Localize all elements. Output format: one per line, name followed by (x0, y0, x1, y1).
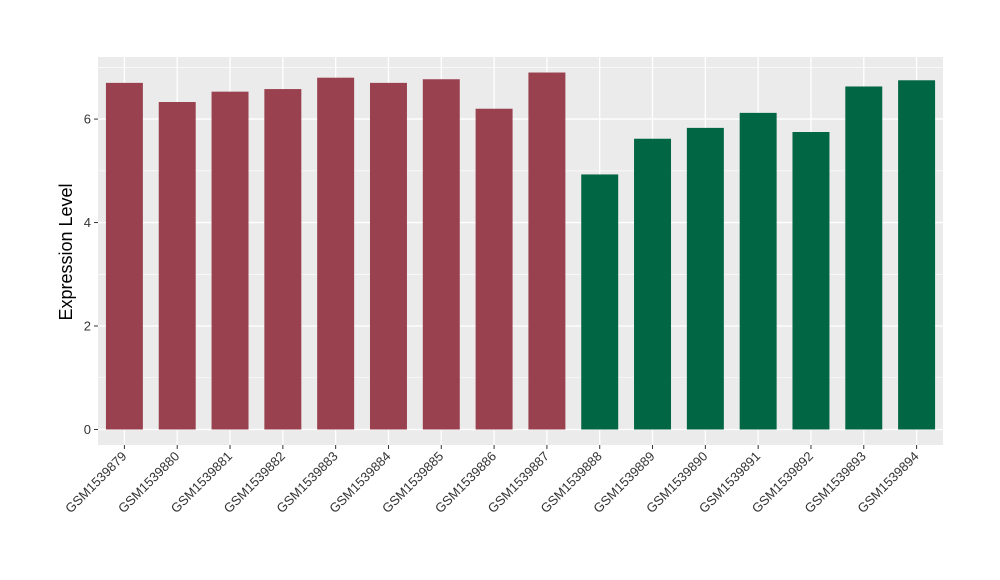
x-axis: GSM1539879GSM1539880GSM1539881GSM1539882… (62, 445, 922, 516)
bar-GSM1539881 (211, 91, 249, 430)
bar-GSM1539885 (422, 79, 460, 430)
bar-GSM1539890 (686, 127, 724, 430)
bars (105, 72, 936, 430)
y-axis: 0 2 4 6 (84, 112, 98, 437)
bar-GSM1539879 (105, 82, 143, 430)
y-tick-label: 0 (84, 422, 91, 437)
bar-GSM1539892 (792, 132, 830, 430)
y-tick-label: 4 (84, 215, 91, 230)
bar-GSM1539886 (475, 108, 513, 430)
bar-GSM1539887 (528, 72, 566, 430)
bar-GSM1539880 (158, 102, 196, 430)
bar-GSM1539891 (739, 112, 777, 430)
bar-GSM1539882 (264, 89, 302, 430)
bar-GSM1539894 (898, 80, 936, 430)
bar-GSM1539893 (845, 86, 883, 430)
bar-GSM1539883 (317, 77, 355, 430)
bar-GSM1539884 (369, 82, 407, 430)
bar-GSM1539888 (581, 174, 619, 430)
y-axis-title: Expression Level (56, 183, 76, 320)
y-tick-label: 6 (84, 112, 91, 127)
bar-GSM1539889 (634, 138, 672, 430)
y-tick-label: 2 (84, 319, 91, 334)
